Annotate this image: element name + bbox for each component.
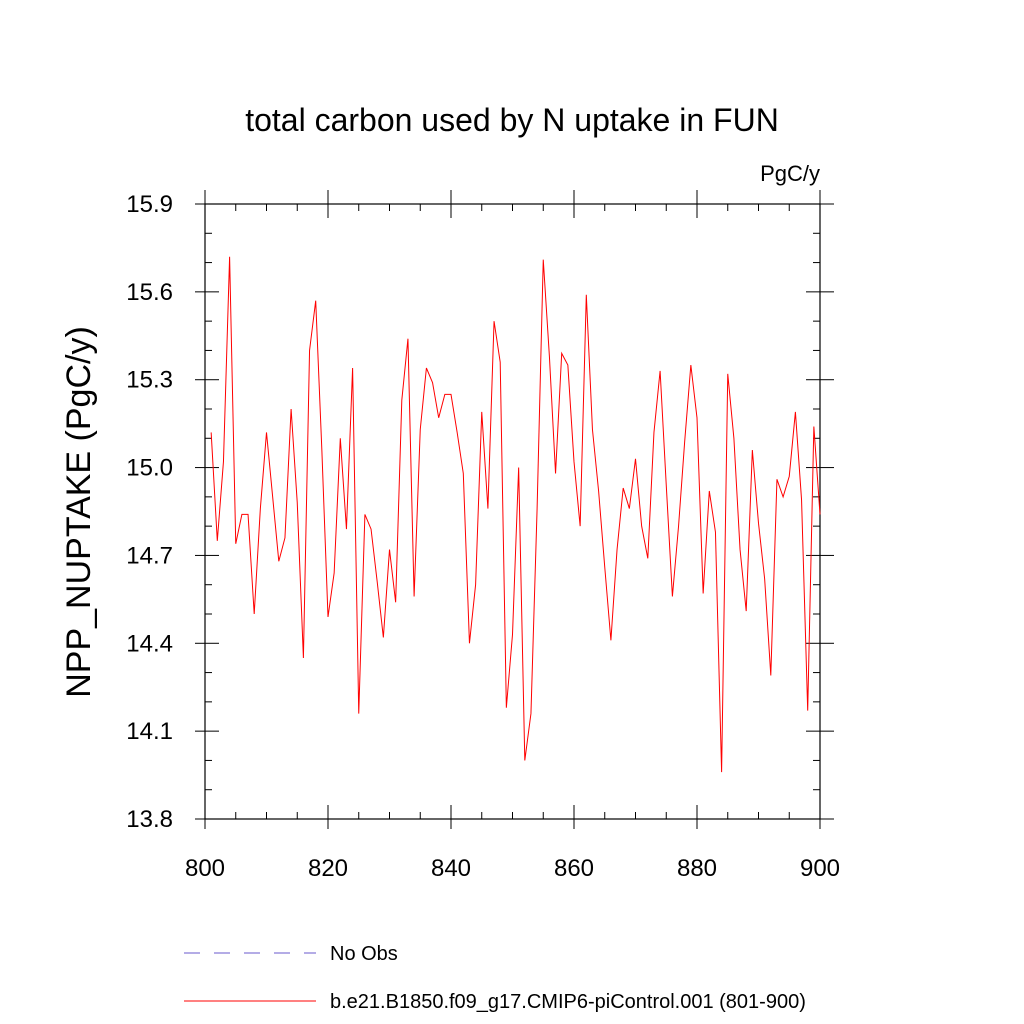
series-line-model-run	[210, 256, 821, 773]
units-label: PgC/y	[760, 161, 820, 186]
plot-area: 13.814.114.414.715.015.315.615.9 800 820 8…	[126, 190, 840, 882]
y-tick-label: 14.7	[126, 542, 173, 569]
y-axis-label: NPP_NUPTAKE (PgC/y)	[60, 326, 98, 698]
x-axis-ticks: 800 820 840 860 880 900	[185, 190, 840, 882]
y-tick-label: 15.9	[126, 191, 173, 218]
legend: No Obs b.e21.B1850.f09_g17.CMIP6-piContr…	[184, 943, 806, 1013]
y-tick-label: 14.1	[126, 718, 173, 745]
y-tick-label: 15.0	[126, 455, 173, 482]
x-tick-label: 860	[554, 855, 594, 882]
x-tick-label: 900	[800, 855, 840, 882]
chart-title: total carbon used by N uptake in FUN	[245, 102, 779, 138]
legend-label-model-run: b.e21.B1850.f09_g17.CMIP6-piControl.001 …	[330, 991, 806, 1013]
y-tick-label: 15.3	[126, 367, 173, 394]
y-tick-label: 15.6	[126, 279, 173, 306]
x-tick-label: 880	[677, 855, 717, 882]
x-tick-label: 820	[308, 855, 348, 882]
x-tick-label: 840	[431, 855, 471, 882]
y-tick-label: 14.4	[126, 630, 173, 657]
series-layer	[210, 256, 821, 773]
y-tick-label: 13.8	[126, 806, 173, 833]
x-tick-label: 800	[185, 855, 225, 882]
y-axis-ticks: 13.8 14.1 14.4 14.7 15.0 15.3 15.6 15.9	[126, 191, 834, 833]
legend-label-no-obs: No Obs	[330, 943, 398, 965]
